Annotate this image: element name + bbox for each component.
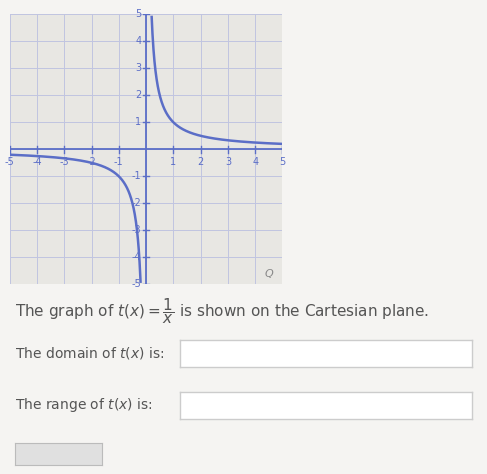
Text: The range of $t(x)$ is:: The range of $t(x)$ is: bbox=[15, 396, 152, 414]
Text: The domain of $t(x)$ is:: The domain of $t(x)$ is: bbox=[15, 345, 164, 361]
Text: -3: -3 bbox=[131, 225, 141, 236]
Text: -1: -1 bbox=[131, 171, 141, 182]
Text: -2: -2 bbox=[131, 198, 141, 209]
Text: 3: 3 bbox=[225, 157, 231, 167]
Text: 5: 5 bbox=[280, 157, 285, 167]
Text: -4: -4 bbox=[131, 252, 141, 263]
Text: 2: 2 bbox=[198, 157, 204, 167]
Text: -5: -5 bbox=[5, 157, 15, 167]
Text: 1: 1 bbox=[170, 157, 176, 167]
Text: -4: -4 bbox=[32, 157, 42, 167]
Text: -1: -1 bbox=[114, 157, 124, 167]
Text: 5: 5 bbox=[135, 9, 141, 19]
Text: 4: 4 bbox=[252, 157, 258, 167]
Text: 1: 1 bbox=[135, 117, 141, 128]
Text: Q: Q bbox=[264, 269, 273, 279]
Text: -3: -3 bbox=[59, 157, 69, 167]
Text: 3: 3 bbox=[135, 63, 141, 73]
Text: 4: 4 bbox=[135, 36, 141, 46]
Text: -2: -2 bbox=[87, 157, 96, 167]
Text: The graph of $t(x) = \dfrac{1}{x}$ is shown on the Cartesian plane.: The graph of $t(x) = \dfrac{1}{x}$ is sh… bbox=[15, 296, 429, 326]
Text: -5: -5 bbox=[131, 279, 141, 290]
Text: 2: 2 bbox=[135, 90, 141, 100]
